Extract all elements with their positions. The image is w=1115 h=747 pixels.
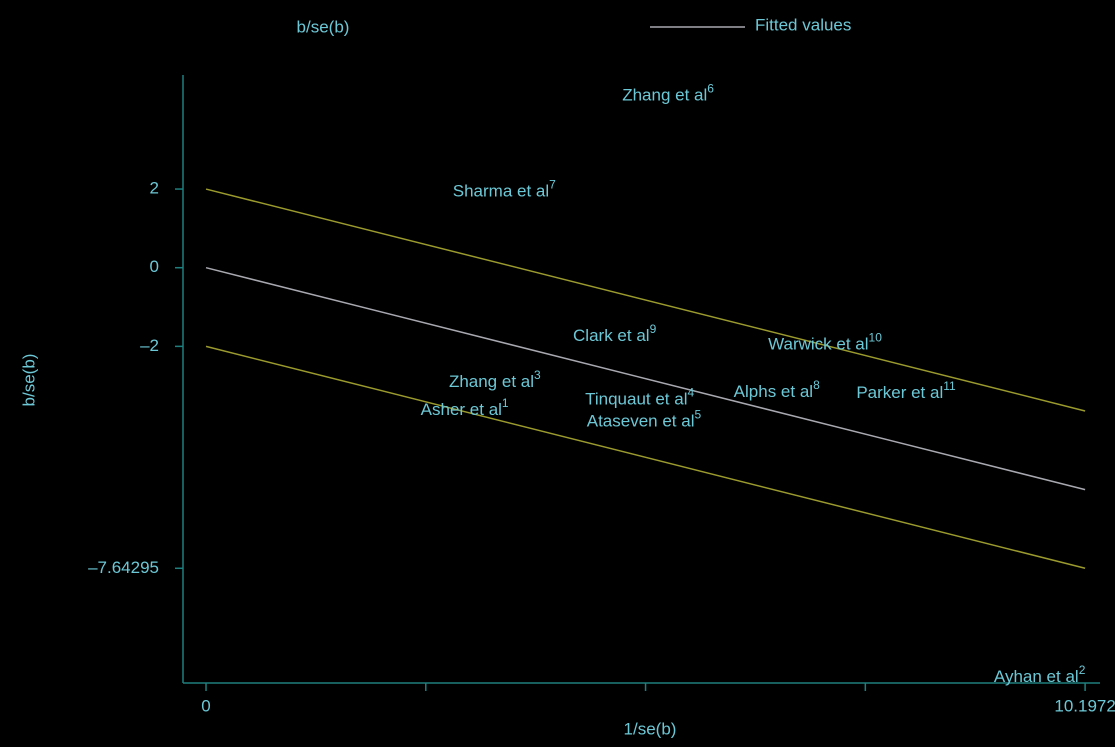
study-label: Tinquaut et al4 xyxy=(585,386,694,409)
study-label: Alphs et al8 xyxy=(734,378,820,401)
study-label: Ataseven et al5 xyxy=(587,408,702,431)
chart-title: b/se(b) xyxy=(297,17,350,36)
study-label: Clark et al9 xyxy=(573,322,657,345)
study-ref: 4 xyxy=(687,386,694,400)
legend-label: Fitted values xyxy=(755,15,851,34)
study-ref: 1 xyxy=(502,396,509,410)
x-axis-label: 1/se(b) xyxy=(624,719,677,738)
study-name: Zhang et al xyxy=(622,86,707,105)
x-tick-label: 10.1972 xyxy=(1054,696,1115,715)
study-ref: 6 xyxy=(707,82,714,96)
x-tick-label: 0 xyxy=(201,696,210,715)
y-axis-label: b/se(b) xyxy=(19,354,38,407)
y-tick-label: 0 xyxy=(150,257,159,276)
study-name: Parker et al xyxy=(856,383,943,402)
study-label: Zhang et al6 xyxy=(622,82,714,105)
study-name: Ataseven et al xyxy=(587,412,695,431)
study-name: Asher et al xyxy=(421,400,502,419)
study-name: Ayhan et al xyxy=(994,667,1079,686)
study-label: Ayhan et al2 xyxy=(994,663,1086,686)
study-name: Zhang et al xyxy=(449,372,534,391)
y-tick-label: –7.64295 xyxy=(88,558,159,577)
fitted-line xyxy=(205,345,1086,570)
study-ref: 3 xyxy=(534,368,541,382)
study-ref: 7 xyxy=(549,178,556,192)
y-tick-label: 2 xyxy=(150,179,159,198)
study-label: Warwick et al10 xyxy=(768,331,882,354)
study-ref: 10 xyxy=(869,331,883,345)
study-ref: 2 xyxy=(1079,663,1086,677)
y-tick-label: –2 xyxy=(140,336,159,355)
study-ref: 9 xyxy=(650,322,657,336)
study-ref: 8 xyxy=(813,378,820,392)
study-label: Sharma et al7 xyxy=(453,178,556,201)
fitted-line xyxy=(205,266,1086,491)
study-ref: 11 xyxy=(943,379,956,393)
study-name: Sharma et al xyxy=(453,182,549,201)
study-name: Alphs et al xyxy=(734,382,813,401)
study-ref: 5 xyxy=(694,408,701,422)
study-label: Zhang et al3 xyxy=(449,368,541,391)
study-name: Warwick et al xyxy=(768,335,868,354)
fitted-line xyxy=(205,188,1086,412)
study-name: Tinquaut et al xyxy=(585,390,687,409)
study-label: Parker et al11 xyxy=(856,379,956,402)
study-label: Asher et al1 xyxy=(421,396,509,419)
study-name: Clark et al xyxy=(573,326,650,345)
